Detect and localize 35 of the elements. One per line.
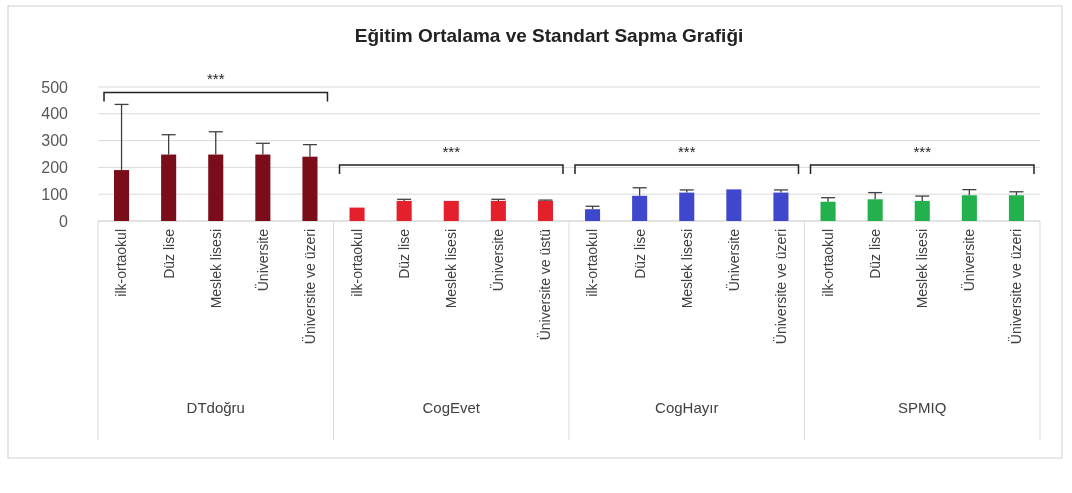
- y-tick-label: 300: [41, 132, 69, 150]
- x-tick-label: Üniversite ve üzeri: [300, 229, 318, 345]
- x-tick-label: Düz lise: [867, 228, 884, 279]
- x-tick-label: ilk-ortaokul: [348, 229, 365, 297]
- annotation: ***: [677, 143, 696, 160]
- x-tick-label: ilk-ortaokul: [584, 229, 601, 297]
- x-tick-label: Üniversite ve üzeri: [771, 229, 789, 345]
- annotation: ***: [206, 70, 225, 88]
- y-tick-label: 200: [41, 159, 69, 176]
- x-tick-label: Üniversite: [253, 228, 271, 292]
- x-tick-label: Üniversite ve üzeri: [1007, 229, 1025, 345]
- x-tick-label: Düz lise: [631, 228, 648, 279]
- x-tick-label: Üniversite ve üstü: [536, 229, 554, 341]
- annotation: ***: [913, 143, 932, 160]
- x-tick-label: ilk-ortaokul: [113, 229, 130, 297]
- y-tick-label: 100: [41, 185, 69, 203]
- text: CogEvet: [422, 399, 481, 416]
- x-tick-label: Üniversite: [960, 228, 978, 292]
- text: CogHayır: [655, 399, 719, 416]
- annotation: ***: [442, 143, 461, 160]
- y-tick-label: 500: [41, 78, 69, 96]
- text: SPMIQ: [898, 399, 947, 416]
- x-tick-label: Üniversite: [489, 228, 507, 292]
- x-tick-label: Düz lise: [160, 228, 177, 279]
- x-tick-label: ilk-ortaokul: [819, 229, 836, 297]
- x-tick-label: Meslek lisesi: [207, 229, 224, 309]
- y-tick-label: 400: [41, 105, 69, 123]
- x-tick-label: Meslek lisesi: [678, 229, 695, 309]
- x-tick-label: Düz lise: [396, 228, 413, 279]
- text: DTdoğru: [186, 399, 245, 416]
- chart-title: Eğitim Ortalama ve Standart Sapma Grafiği: [354, 25, 744, 46]
- x-tick-label: Meslek lisesi: [443, 229, 460, 309]
- y-tick-label: 0: [59, 212, 69, 230]
- x-tick-label: Meslek lisesi: [914, 229, 931, 309]
- x-tick-label: Üniversite: [724, 228, 742, 292]
